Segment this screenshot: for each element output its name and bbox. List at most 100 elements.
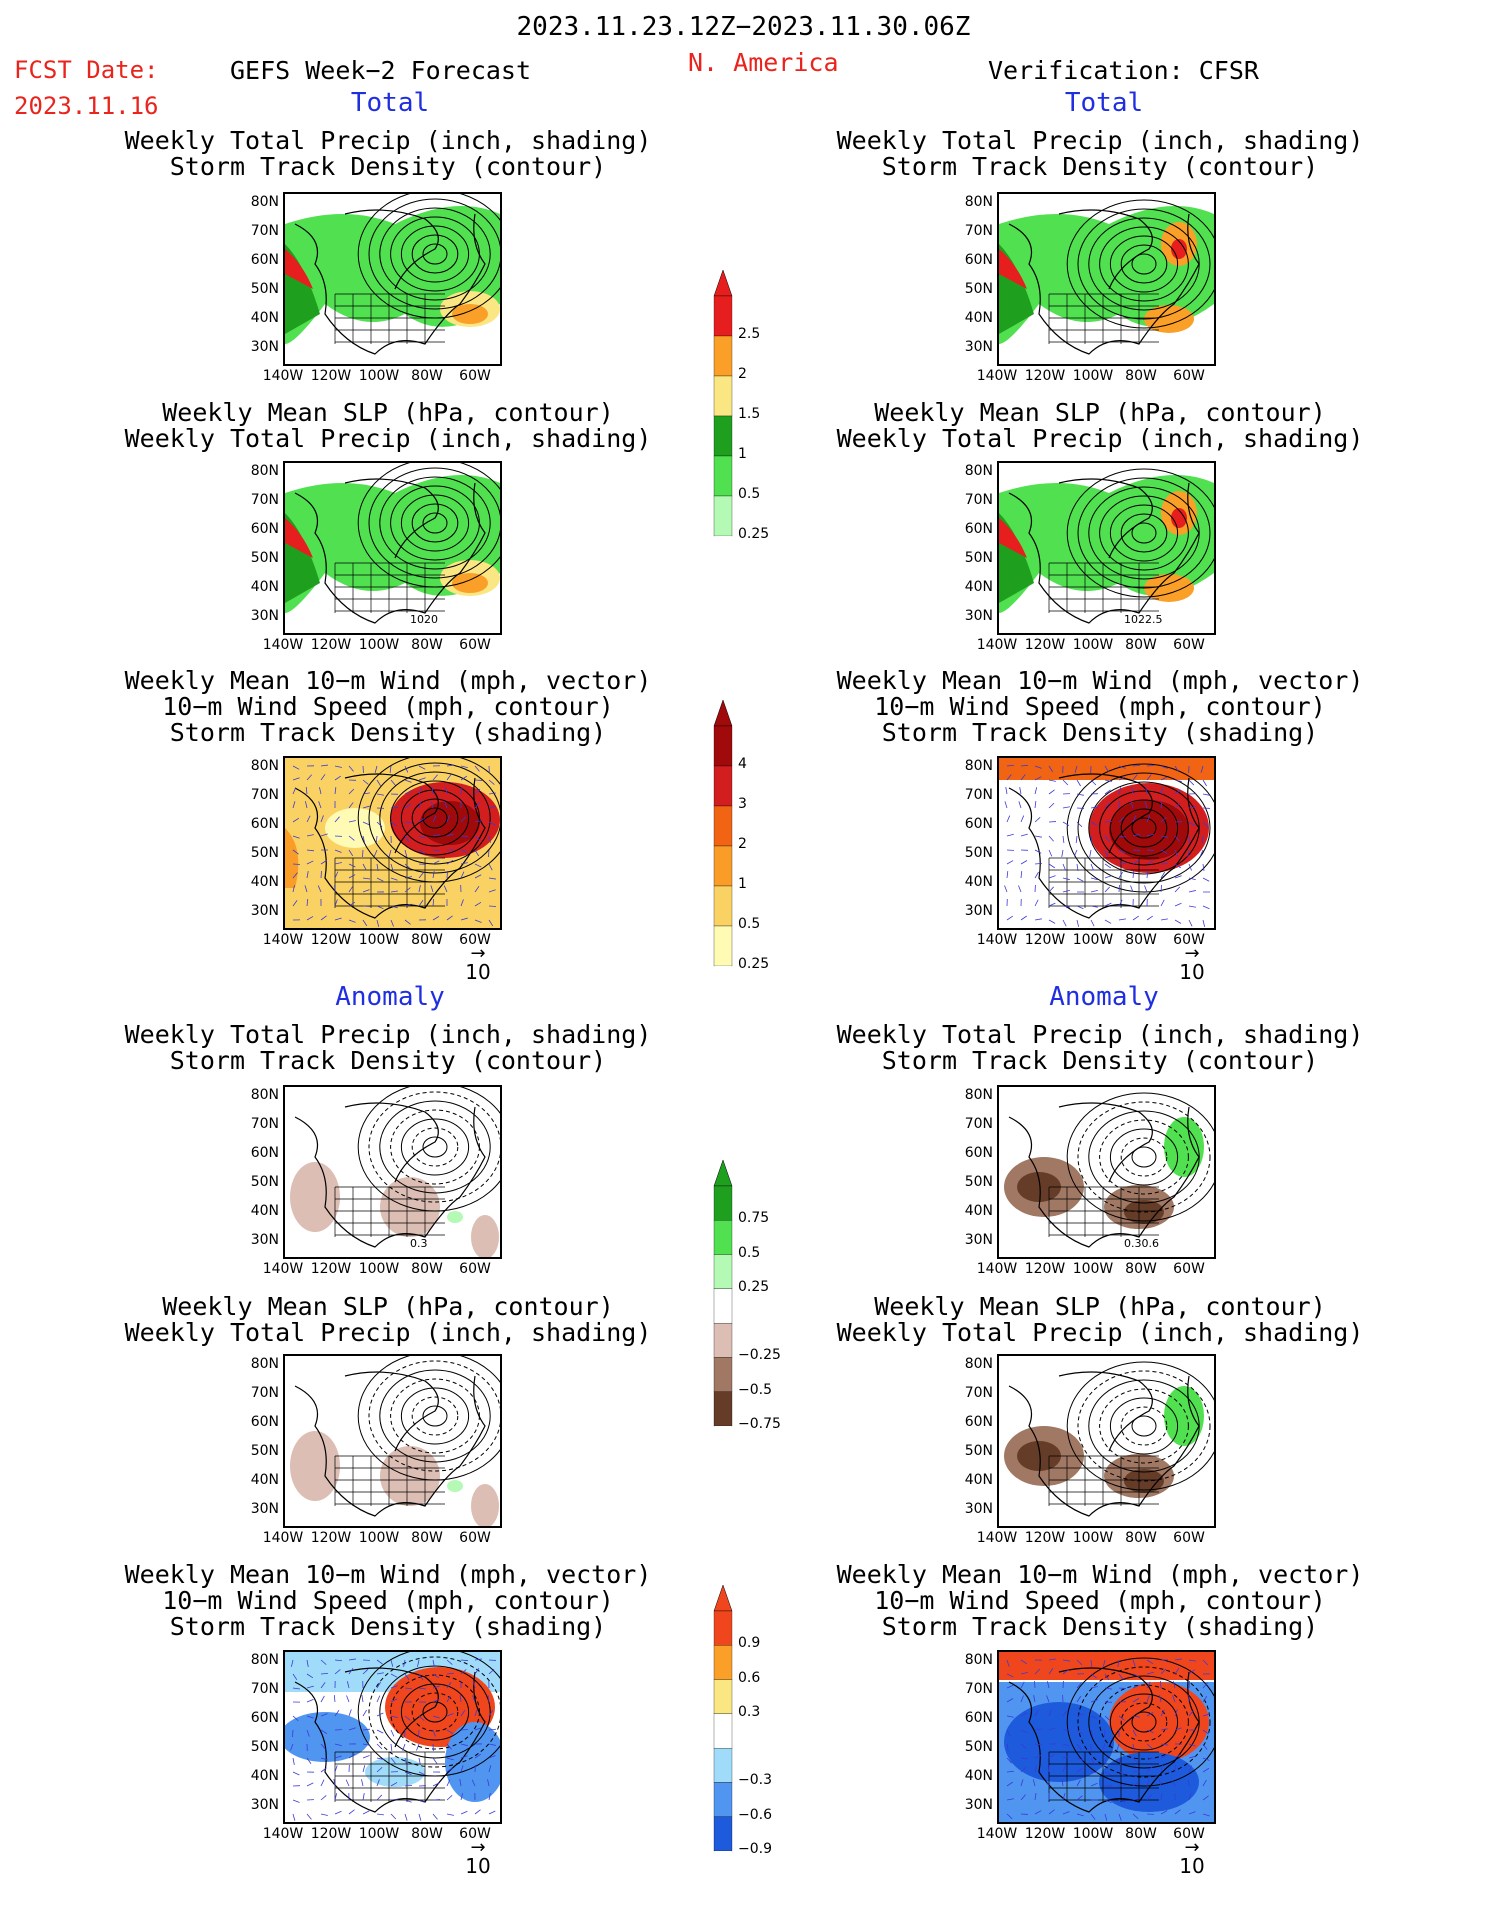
- lon-tick-label: 140W: [262, 1261, 304, 1277]
- lat-tick-label: 60N: [250, 521, 279, 537]
- vector-reference: → 10: [458, 943, 498, 985]
- right-panel-5-title: Weekly Mean SLP (hPa, contour) Weekly Tot…: [820, 1294, 1380, 1346]
- lat-tick-label: 50N: [250, 1443, 279, 1459]
- lon-tick-label: 140W: [262, 368, 304, 384]
- lon-tick-label: 80W: [1125, 1261, 1157, 1277]
- lat-tick-label: 60N: [250, 1145, 279, 1161]
- lat-tick-label: 80N: [250, 1652, 279, 1668]
- right-panel-6-title-line: Storm Track Density (shading): [881, 1612, 1319, 1641]
- lat-tick-label: 60N: [964, 816, 993, 832]
- lon-tick-label: 60W: [1173, 1826, 1205, 1842]
- lat-tick-label: 60N: [250, 252, 279, 268]
- lat-tick-label: 30N: [250, 339, 279, 355]
- lon-tick-label: 60W: [1173, 932, 1205, 948]
- right-panel-3-map: [997, 756, 1216, 930]
- lon-tick-label: 140W: [262, 637, 304, 653]
- colorbar-tick-label: 0.9: [738, 1635, 761, 1652]
- left-panel-5-title: Weekly Mean SLP (hPa, contour) Weekly Tot…: [108, 1294, 668, 1346]
- colorbar-tick-label: −0.5: [738, 1381, 772, 1398]
- left-panel-3-title: Weekly Mean 10−m Wind (mph, vector) 10−m …: [108, 668, 668, 746]
- lat-tick-label: 60N: [250, 1414, 279, 1430]
- lat-tick-label: 50N: [250, 281, 279, 297]
- lat-tick-label: 60N: [964, 1710, 993, 1726]
- left-panel-6-title-line: 10−m Wind Speed (mph, contour): [162, 1586, 614, 1615]
- arrow-icon: →: [470, 943, 486, 964]
- lat-tick-label: 70N: [250, 492, 279, 508]
- colorbar-tick-label: 0.75: [738, 1210, 770, 1227]
- lat-tick-label: 80N: [250, 194, 279, 210]
- colorbar-tick-label: 4: [738, 756, 747, 772]
- contour-label: 0.3: [410, 1237, 428, 1250]
- right-panel-3-title: Weekly Mean 10−m Wind (mph, vector) 10−m …: [820, 668, 1380, 746]
- lat-tick-label: 50N: [250, 1739, 279, 1755]
- colorbar-tick-label: 0.6: [738, 1669, 761, 1686]
- lon-tick-label: 60W: [459, 932, 491, 948]
- period-title: 2023.11.23.12Z−2023.11.30.06Z: [516, 12, 971, 42]
- contour-label: 1020: [410, 613, 438, 626]
- left-panel-2-title: Weekly Mean SLP (hPa, contour) Weekly Tot…: [108, 400, 668, 452]
- lat-tick-label: 30N: [250, 903, 279, 919]
- lat-tick-label: 30N: [250, 1797, 279, 1813]
- lat-tick-label: 40N: [250, 310, 279, 326]
- lon-tick-label: 60W: [459, 368, 491, 384]
- lon-tick-label: 120W: [310, 1261, 352, 1277]
- colorbar-storm_total: [712, 699, 734, 974]
- vector-reference-value: 10: [1179, 1854, 1205, 1878]
- lon-tick-label: 140W: [262, 932, 304, 948]
- lon-tick-label: 100W: [358, 1826, 400, 1842]
- left-panel-6-title-line: Storm Track Density (shading): [169, 1612, 607, 1641]
- lon-tick-label: 140W: [976, 932, 1018, 948]
- right-panel-1-title-line: Weekly Total Precip (inch, shading): [836, 126, 1364, 155]
- lat-tick-label: 40N: [964, 310, 993, 326]
- left-panel-4-title-line: Storm Track Density (contour): [169, 1046, 607, 1075]
- lon-tick-label: 100W: [1072, 1530, 1114, 1546]
- left-panel-3-map: [283, 756, 502, 930]
- lat-tick-label: 40N: [250, 1203, 279, 1219]
- lat-tick-label: 30N: [964, 1232, 993, 1248]
- arrow-icon: →: [1184, 943, 1200, 964]
- lon-tick-label: 100W: [358, 637, 400, 653]
- lat-tick-label: 40N: [250, 874, 279, 890]
- lat-tick-label: 40N: [250, 1472, 279, 1488]
- right-panel-1-map: [997, 192, 1216, 366]
- fcst-date-label: FCST Date:: [14, 56, 159, 84]
- lat-tick-label: 40N: [964, 1203, 993, 1219]
- lon-tick-label: 100W: [358, 368, 400, 384]
- right-panel-5-map: [997, 1354, 1216, 1528]
- colorbar-tick-label: 1: [738, 876, 747, 892]
- left-panel-4-map: 0.3: [283, 1085, 502, 1259]
- lat-tick-label: 80N: [250, 758, 279, 774]
- lon-tick-label: 140W: [262, 1530, 304, 1546]
- left-panel-1-title: Weekly Total Precip (inch, shading) Storm…: [108, 128, 668, 180]
- contour-label: 1022.5: [1124, 613, 1163, 626]
- lat-tick-label: 80N: [250, 1087, 279, 1103]
- lon-tick-label: 80W: [411, 1826, 443, 1842]
- lon-tick-label: 60W: [459, 1826, 491, 1842]
- right-panel-2-title-line: Weekly Mean SLP (hPa, contour): [874, 398, 1326, 427]
- vector-reference: → 10: [1172, 1839, 1212, 1879]
- vector-reference-value: 10: [465, 960, 491, 984]
- lon-tick-label: 120W: [310, 1826, 352, 1842]
- left-panel-2-map: 1020: [283, 461, 502, 635]
- lat-tick-label: 60N: [964, 252, 993, 268]
- lon-tick-label: 80W: [411, 1530, 443, 1546]
- colorbar-precip_total: [712, 269, 734, 544]
- left-panel-5-title-line: Weekly Mean SLP (hPa, contour): [162, 1292, 614, 1321]
- lat-tick-label: 30N: [250, 1501, 279, 1517]
- right-panel-4-map: 0.30.6: [997, 1085, 1216, 1259]
- lat-tick-label: 40N: [250, 579, 279, 595]
- lon-tick-label: 120W: [1024, 368, 1066, 384]
- lat-tick-label: 80N: [964, 463, 993, 479]
- lat-tick-label: 70N: [250, 223, 279, 239]
- right-panel-6-map: [997, 1650, 1216, 1824]
- lat-tick-label: 70N: [250, 1385, 279, 1401]
- lon-tick-label: 120W: [310, 932, 352, 948]
- lat-tick-label: 70N: [964, 223, 993, 239]
- lat-tick-label: 80N: [250, 1356, 279, 1372]
- colorbar-tick-label: 2: [738, 366, 747, 382]
- colorbar-tick-label: 1.5: [738, 406, 761, 422]
- right-panel-4-title: Weekly Total Precip (inch, shading) Storm…: [820, 1022, 1380, 1074]
- right-panel-5-title-line: Weekly Mean SLP (hPa, contour): [874, 1292, 1326, 1321]
- lat-tick-label: 50N: [964, 1739, 993, 1755]
- lon-tick-label: 60W: [459, 1530, 491, 1546]
